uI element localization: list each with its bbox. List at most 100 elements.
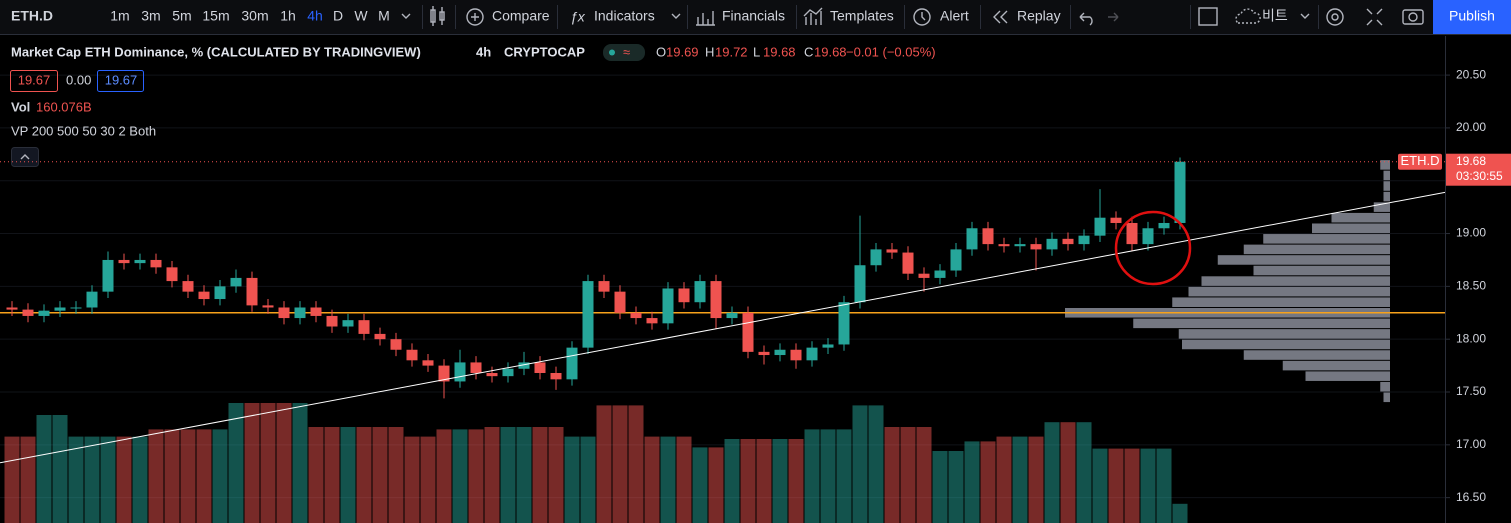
interval-button[interactable]: M: [378, 8, 390, 24]
candle-body: [1126, 222, 1138, 245]
ohlc-values: O 19.69 H 19.72 L 19.68 C 19.68: [656, 44, 847, 59]
replay-label[interactable]: Replay: [1017, 8, 1061, 24]
legend-change: −0.01 (−0.05%): [846, 44, 936, 59]
fullscreen-toggle[interactable]: [1198, 7, 1218, 26]
publish-button[interactable]: [1433, 0, 1511, 34]
replay-button[interactable]: Replay: [993, 8, 1061, 24]
undo[interactable]: [1079, 12, 1093, 26]
ask-price[interactable]: 19.67: [105, 72, 138, 87]
candle-body: [278, 307, 290, 319]
volume-bar: [644, 436, 660, 523]
chart-area: [0, 74, 1446, 523]
redo[interactable]: [1108, 12, 1119, 22]
candle-body: [326, 315, 338, 327]
interval-button[interactable]: 1h: [280, 8, 296, 24]
candle-body: [1046, 238, 1058, 250]
status-dot: [609, 49, 615, 56]
alert-label[interactable]: Alert: [940, 8, 969, 24]
candle-body: [470, 362, 482, 373]
symbol[interactable]: ETH.D: [11, 8, 53, 24]
volume-bar: [1156, 448, 1172, 523]
candle-body: [902, 252, 914, 274]
volume-bar: [36, 415, 52, 523]
templates-label[interactable]: Templates: [830, 8, 894, 24]
volume-profile-bar: [1331, 212, 1390, 223]
volume-bar: [612, 405, 628, 523]
symbol-tag: [1398, 153, 1442, 170]
volume-bar: [772, 439, 788, 523]
candle-body: [550, 372, 562, 380]
volume-profile-bar: [1383, 392, 1390, 403]
bid-box[interactable]: [10, 70, 58, 92]
ohlc-value: 19.68: [763, 44, 796, 59]
interval-dropdown[interactable]: [401, 13, 411, 19]
collapse-button[interactable]: [11, 147, 39, 167]
snapshot-button[interactable]: [1402, 9, 1424, 25]
interval-button[interactable]: D: [333, 8, 343, 24]
publish-label[interactable]: Publish: [1449, 8, 1495, 24]
interval-button[interactable]: 5m: [172, 8, 191, 24]
candle-body: [310, 307, 322, 316]
volume-bar: [868, 405, 884, 523]
layout-label[interactable]: 비트: [1262, 8, 1288, 24]
candle-body: [534, 362, 546, 373]
candle-body: [950, 249, 962, 271]
indicators-button[interactable]: ƒx Indicators: [570, 8, 681, 25]
candle-body: [1094, 217, 1106, 236]
volume-bar: [468, 429, 484, 523]
interval-group: 1m 3m 5m 15m 30m 1h 4h D W M: [110, 8, 390, 24]
expand-button[interactable]: [1366, 8, 1383, 26]
status-pill[interactable]: [603, 44, 645, 61]
volume-profile-bar: [1217, 255, 1390, 265]
volume-profile-bar: [1305, 371, 1390, 381]
collapse-icon: [20, 154, 30, 160]
candle-body: [1110, 217, 1122, 223]
candle-body: [38, 310, 50, 316]
volume-profile-bar: [1312, 223, 1390, 234]
volume-bar: [740, 439, 756, 523]
volume-bar: [276, 403, 292, 523]
candle-body: [710, 281, 722, 319]
volume-bar: [1012, 436, 1028, 523]
interval-button[interactable]: 4h: [307, 8, 323, 24]
indicators-label[interactable]: Indicators: [594, 8, 655, 24]
candle-body: [358, 320, 370, 334]
interval-button[interactable]: 15m: [202, 8, 229, 24]
volume-bar: [996, 436, 1012, 523]
layout-button[interactable]: 비트: [1235, 8, 1310, 24]
volume-bar: [148, 429, 164, 523]
volume-bar: [292, 403, 308, 523]
interval-button[interactable]: 30m: [241, 8, 268, 24]
candle-type-icon[interactable]: [430, 6, 445, 26]
financials-button[interactable]: Financials: [696, 8, 785, 26]
candle-body: [758, 351, 770, 356]
interval-button[interactable]: 3m: [141, 8, 160, 24]
candle-body: [1158, 222, 1170, 229]
volume-profile-bar: [1282, 360, 1390, 371]
ohlc-key: H: [705, 44, 714, 59]
highlight-circle: [1114, 210, 1192, 286]
ask-box[interactable]: [97, 70, 144, 92]
compare-button[interactable]: Compare: [466, 8, 550, 26]
volume-profile-bar: [1263, 234, 1390, 244]
legend-interval: 4h: [476, 44, 491, 59]
candle-body: [1078, 235, 1090, 245]
interval-button[interactable]: 1m: [110, 8, 129, 24]
bid-price[interactable]: 19.67: [18, 72, 51, 87]
financials-label[interactable]: Financials: [722, 8, 785, 24]
compare-label[interactable]: Compare: [492, 8, 550, 24]
vol-label: Vol: [11, 99, 30, 114]
interval-button[interactable]: W: [354, 8, 368, 24]
candle-body: [486, 372, 498, 377]
templates-button[interactable]: Templates: [803, 7, 894, 25]
candle-body: [966, 228, 978, 250]
candle-body: [1062, 238, 1074, 245]
settings-button[interactable]: [1326, 8, 1344, 26]
y-tick-label: 18.00: [1456, 331, 1486, 345]
candle-body: [198, 291, 210, 300]
alert-button[interactable]: Alert: [913, 8, 969, 26]
volume-bar: [388, 427, 404, 523]
volume-bar: [404, 436, 420, 523]
candle-body: [246, 277, 258, 306]
candle-body: [182, 281, 194, 292]
